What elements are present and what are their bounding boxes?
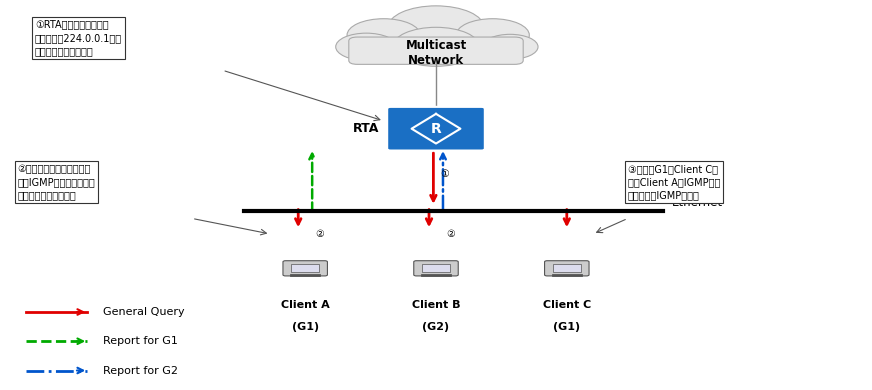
- FancyBboxPatch shape: [553, 264, 581, 273]
- FancyBboxPatch shape: [283, 261, 327, 276]
- FancyBboxPatch shape: [291, 264, 319, 273]
- Text: (G2): (G2): [422, 322, 450, 332]
- Text: Client B: Client B: [412, 300, 460, 310]
- Circle shape: [336, 33, 397, 60]
- Text: R: R: [431, 122, 441, 136]
- FancyBboxPatch shape: [544, 261, 589, 276]
- Text: RTA: RTA: [353, 122, 379, 135]
- Text: Client A: Client A: [281, 300, 330, 310]
- Circle shape: [347, 19, 420, 51]
- Text: Client C: Client C: [542, 300, 591, 310]
- Text: ③同属于G1的Client C监
听到Client A的IGMP报告
后不再发送IGMP报告。: ③同属于G1的Client C监 听到Client A的IGMP报告 后不再发送…: [628, 164, 720, 200]
- Text: Report for G1: Report for G1: [103, 336, 178, 346]
- FancyBboxPatch shape: [413, 261, 459, 276]
- Text: (G1): (G1): [553, 322, 581, 332]
- Text: General Query: General Query: [103, 307, 185, 317]
- Text: ②: ②: [446, 229, 455, 239]
- Text: Ethernet: Ethernet: [671, 196, 723, 209]
- Text: (G1): (G1): [291, 322, 319, 332]
- Circle shape: [482, 34, 538, 59]
- FancyBboxPatch shape: [422, 264, 450, 273]
- FancyBboxPatch shape: [349, 37, 523, 64]
- Text: ①RTA周期性地向子网内
所有主机（224.0.0.1）发
送成员关系查询信息。: ①RTA周期性地向子网内 所有主机（224.0.0.1）发 送成员关系查询信息。: [35, 20, 122, 56]
- Text: ②收到普遍组查询后，主机
发送IGMP成员关系报告，
表示希望加入组播组。: ②收到普遍组查询后，主机 发送IGMP成员关系报告， 表示希望加入组播组。: [17, 164, 95, 200]
- Circle shape: [392, 27, 480, 66]
- Text: Report for G2: Report for G2: [103, 365, 178, 376]
- FancyBboxPatch shape: [387, 107, 485, 151]
- Circle shape: [388, 6, 484, 49]
- Text: Multicast
Network: Multicast Network: [405, 39, 467, 67]
- Circle shape: [456, 19, 529, 51]
- Text: ①: ①: [440, 168, 449, 179]
- Text: ②: ②: [316, 229, 324, 239]
